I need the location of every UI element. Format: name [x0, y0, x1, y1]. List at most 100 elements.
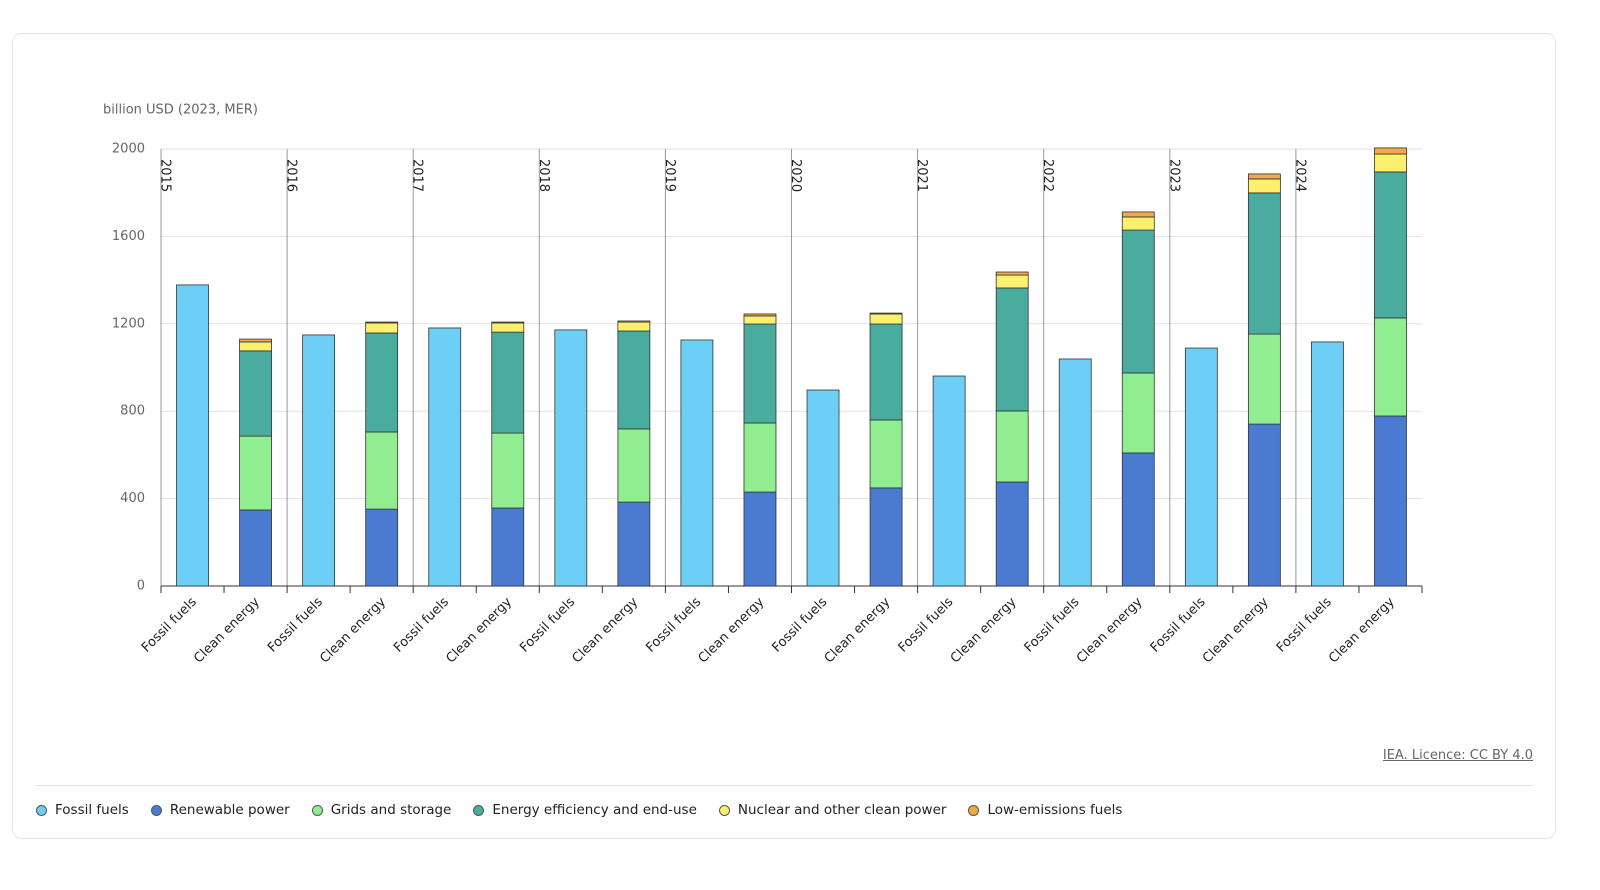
bar-segment	[1374, 415, 1407, 587]
group-label: 2024	[1292, 159, 1307, 192]
y-tick-label: 1600	[112, 229, 145, 244]
group-label: 2022	[1040, 159, 1055, 192]
x-tick-label: Fossil fuels	[1148, 595, 1209, 656]
bar-segment	[617, 501, 651, 587]
x-tick-label: Clean energy	[1074, 594, 1146, 666]
x-tick-label: Clean energy	[696, 594, 768, 666]
bar-segment	[617, 320, 651, 323]
bar-segment	[365, 508, 399, 587]
bar-segment	[1121, 211, 1155, 218]
legend-swatch	[36, 804, 47, 816]
legend-item[interactable]: Nuclear and other clean power	[718, 802, 947, 818]
bar-segment	[869, 323, 903, 421]
bar-segment	[995, 410, 1029, 483]
y-tick-label: 0	[137, 579, 145, 594]
legend-swatch	[311, 804, 323, 816]
legend-label: Grids and storage	[330, 802, 452, 818]
bar-segment	[1121, 372, 1155, 454]
group-label: 2017	[410, 159, 425, 192]
y-tick-label: 400	[120, 491, 145, 506]
bar-segment	[1247, 333, 1281, 425]
bar-segment	[1247, 423, 1281, 587]
bar-segment	[1374, 147, 1407, 155]
legend-swatch	[968, 804, 980, 816]
bar-segment	[239, 350, 272, 437]
bar-segment	[239, 509, 272, 587]
bar-segment	[176, 284, 209, 587]
group-label: 2021	[914, 159, 929, 192]
bar-segment	[491, 331, 525, 434]
source-link[interactable]: IEA. Licence: CC BY 4.0	[1382, 748, 1533, 763]
bar-segment	[932, 375, 966, 587]
bar-segment	[428, 327, 462, 587]
x-tick-label: Clean energy	[1200, 594, 1272, 666]
legend-item[interactable]: Grids and storage	[311, 802, 452, 818]
bar-segment	[995, 287, 1029, 412]
bar-segment	[365, 321, 399, 324]
legend-item[interactable]: Low-emissions fuels	[968, 802, 1122, 818]
bar-segment	[365, 322, 399, 334]
bar-segment	[680, 339, 714, 587]
separator	[36, 785, 1533, 786]
bar-segment	[1311, 341, 1344, 587]
x-tick-label: Fossil fuels	[1022, 595, 1083, 656]
legend-item[interactable]: Renewable power	[150, 802, 290, 818]
x-tick-label: Fossil fuels	[265, 595, 326, 656]
legend-item[interactable]: Fossil fuels	[36, 802, 129, 818]
x-tick-label: Clean energy	[822, 594, 894, 666]
bar-segment	[491, 322, 525, 333]
bar-segment	[869, 487, 903, 587]
bar-segment	[1121, 216, 1155, 231]
x-tick-label: Clean energy	[317, 594, 389, 666]
bar-segment	[743, 491, 777, 587]
bar-segment	[743, 422, 777, 493]
bar-segment	[869, 312, 903, 315]
legend-label: Renewable power	[169, 802, 290, 818]
y-tick-label: 2000	[112, 142, 145, 157]
bar-segment	[743, 313, 777, 317]
bar-segment	[869, 419, 903, 489]
legend-label: Nuclear and other clean power	[737, 802, 947, 818]
bar-segment	[491, 432, 525, 509]
bar-segment	[617, 321, 651, 332]
x-tick-label: Fossil fuels	[896, 595, 957, 656]
bar-segment	[239, 435, 272, 511]
bar-segment	[239, 338, 272, 343]
x-tick-label: Clean energy	[570, 594, 642, 666]
bar-segment	[1374, 153, 1407, 173]
legend: Fossil fuels Renewable power Grids and sto…	[36, 802, 1122, 818]
x-tick-label: Clean energy	[1326, 594, 1398, 666]
x-tick-label: Clean energy	[191, 594, 263, 666]
bar-segment	[995, 274, 1029, 289]
legend-swatch	[150, 804, 162, 816]
group-label: 2020	[788, 159, 803, 192]
chart-card	[12, 33, 1556, 839]
x-tick-label: Fossil fuels	[1274, 595, 1335, 656]
bar-segment	[995, 271, 1029, 276]
x-tick-label: Fossil fuels	[643, 595, 704, 656]
bar-segment	[1247, 178, 1281, 194]
bar-segment	[1184, 347, 1218, 587]
x-tick-label: Fossil fuels	[391, 595, 452, 656]
legend-label: Fossil fuels	[55, 802, 129, 818]
legend-swatch	[473, 804, 485, 816]
bar-segment	[995, 481, 1029, 587]
group-label: 2015	[158, 159, 173, 192]
legend-item[interactable]: Energy efficiency and end-use	[473, 802, 697, 818]
bar-segment	[365, 332, 399, 433]
bar-segment	[491, 321, 525, 324]
bar-segment	[239, 341, 272, 352]
group-label: 2016	[284, 159, 299, 192]
legend-label: Energy efficiency and end-use	[492, 802, 697, 818]
y-tick-label: 1200	[112, 316, 145, 331]
bar-segment	[869, 313, 903, 325]
y-tick-label: 800	[120, 404, 145, 419]
bar-segment	[1247, 173, 1281, 180]
bar-segment	[1374, 171, 1407, 319]
x-tick-label: Fossil fuels	[517, 595, 578, 656]
bar-segment	[617, 330, 651, 430]
unit-label: billion USD (2023, MER)	[103, 103, 258, 118]
bar-segment	[743, 315, 777, 325]
